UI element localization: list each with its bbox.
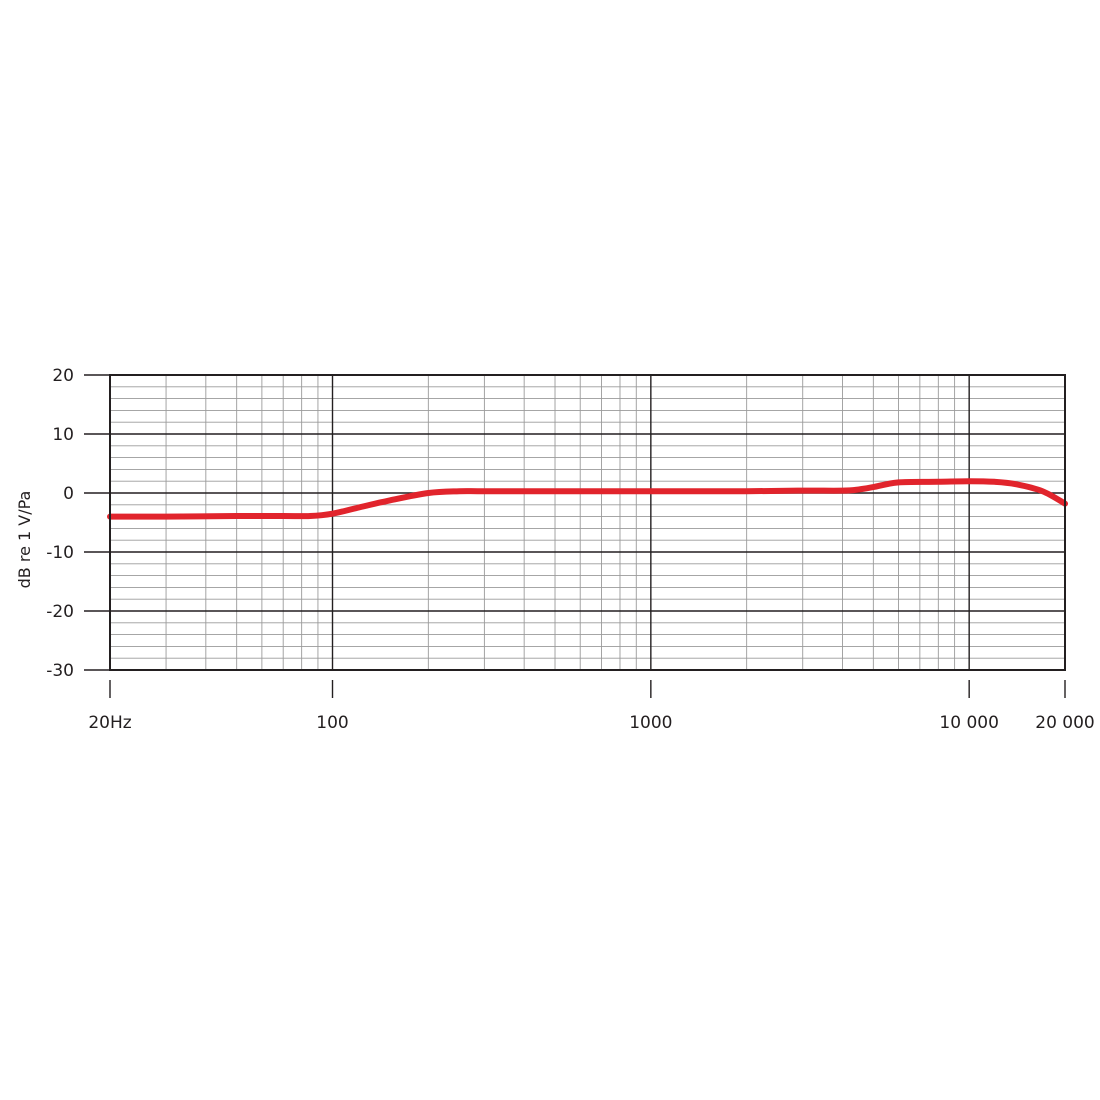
x-tick-label: 100 [316, 713, 348, 733]
y-tick-label: -10 [46, 543, 74, 563]
y-tick-label: -20 [46, 602, 74, 622]
x-tick-label: 10 000 [939, 713, 998, 733]
plot-frame [109, 374, 1066, 671]
y-tick-label: 20 [52, 366, 74, 386]
major-gridlines [110, 375, 1065, 670]
minor-gridlines [110, 375, 1065, 670]
frequency-response-line [107, 478, 1068, 520]
x-tick-label: 1000 [629, 713, 672, 733]
y-tick-label: 10 [52, 425, 74, 445]
x-tick-label: 20Hz [88, 713, 131, 733]
x-tick-label: 20 000 [1035, 713, 1094, 733]
y-tick-label: 0 [63, 484, 74, 504]
y-axis-ticks: 20 10 0 -10 -20 -30 [46, 366, 110, 681]
y-axis-label: dB re 1 V/Pa [15, 491, 34, 589]
series-layer [107, 478, 1068, 520]
x-axis-ticks: 20Hz 100 1000 10 000 20 000 [88, 680, 1095, 733]
y-tick-label: -30 [46, 661, 74, 681]
